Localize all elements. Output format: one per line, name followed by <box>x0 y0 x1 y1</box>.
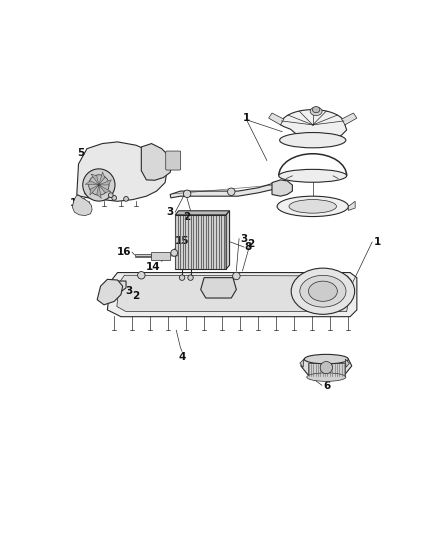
Polygon shape <box>141 143 172 180</box>
Ellipse shape <box>312 107 320 112</box>
Ellipse shape <box>291 268 355 314</box>
Polygon shape <box>226 211 230 269</box>
Text: 4: 4 <box>178 352 186 362</box>
Polygon shape <box>280 110 346 142</box>
Text: 1: 1 <box>243 113 250 123</box>
Text: 12: 12 <box>70 198 85 208</box>
Text: 1: 1 <box>374 237 381 247</box>
Polygon shape <box>134 254 152 256</box>
Polygon shape <box>175 211 230 215</box>
Polygon shape <box>97 185 101 198</box>
Circle shape <box>233 272 240 280</box>
Text: 4: 4 <box>83 189 91 198</box>
Polygon shape <box>300 359 304 367</box>
Polygon shape <box>77 142 167 201</box>
Text: 3: 3 <box>125 286 132 296</box>
Ellipse shape <box>304 354 348 364</box>
Polygon shape <box>107 272 357 317</box>
Polygon shape <box>99 180 111 185</box>
Text: 14: 14 <box>146 262 160 272</box>
Circle shape <box>138 271 145 279</box>
Circle shape <box>108 193 113 198</box>
Ellipse shape <box>300 276 346 307</box>
Polygon shape <box>201 278 237 298</box>
Text: 5: 5 <box>78 148 85 158</box>
Ellipse shape <box>307 373 346 381</box>
Circle shape <box>184 190 191 198</box>
Polygon shape <box>175 215 226 269</box>
Ellipse shape <box>308 281 337 301</box>
Circle shape <box>179 275 185 280</box>
Ellipse shape <box>277 196 348 216</box>
Polygon shape <box>268 113 284 125</box>
Text: 15: 15 <box>175 236 190 246</box>
Circle shape <box>171 249 178 256</box>
Text: 3: 3 <box>166 207 173 217</box>
Polygon shape <box>345 359 350 367</box>
Polygon shape <box>85 181 99 185</box>
Text: 3: 3 <box>241 235 248 244</box>
Polygon shape <box>99 185 111 192</box>
Text: 8: 8 <box>245 242 252 252</box>
Circle shape <box>227 188 235 196</box>
Polygon shape <box>90 185 99 195</box>
Text: 2: 2 <box>183 212 191 222</box>
Ellipse shape <box>279 169 346 182</box>
Ellipse shape <box>88 175 109 195</box>
Text: 2: 2 <box>247 239 255 249</box>
Ellipse shape <box>310 107 322 116</box>
Bar <box>152 252 170 260</box>
Polygon shape <box>348 201 355 211</box>
Polygon shape <box>272 180 293 196</box>
Polygon shape <box>99 172 105 185</box>
Ellipse shape <box>279 133 346 148</box>
Polygon shape <box>97 279 123 305</box>
Polygon shape <box>342 113 357 125</box>
Polygon shape <box>117 275 352 312</box>
Polygon shape <box>72 195 92 215</box>
Circle shape <box>188 275 193 280</box>
FancyBboxPatch shape <box>166 151 181 170</box>
Text: 2: 2 <box>132 292 139 301</box>
Circle shape <box>112 196 117 200</box>
Polygon shape <box>170 181 282 198</box>
Polygon shape <box>91 174 99 185</box>
Ellipse shape <box>289 199 336 213</box>
Text: 6: 6 <box>323 381 330 391</box>
Bar <box>307 363 345 377</box>
Circle shape <box>320 361 332 374</box>
Polygon shape <box>301 359 352 378</box>
Circle shape <box>124 197 128 201</box>
Text: 16: 16 <box>117 247 131 257</box>
Ellipse shape <box>83 169 115 201</box>
Polygon shape <box>106 281 126 293</box>
